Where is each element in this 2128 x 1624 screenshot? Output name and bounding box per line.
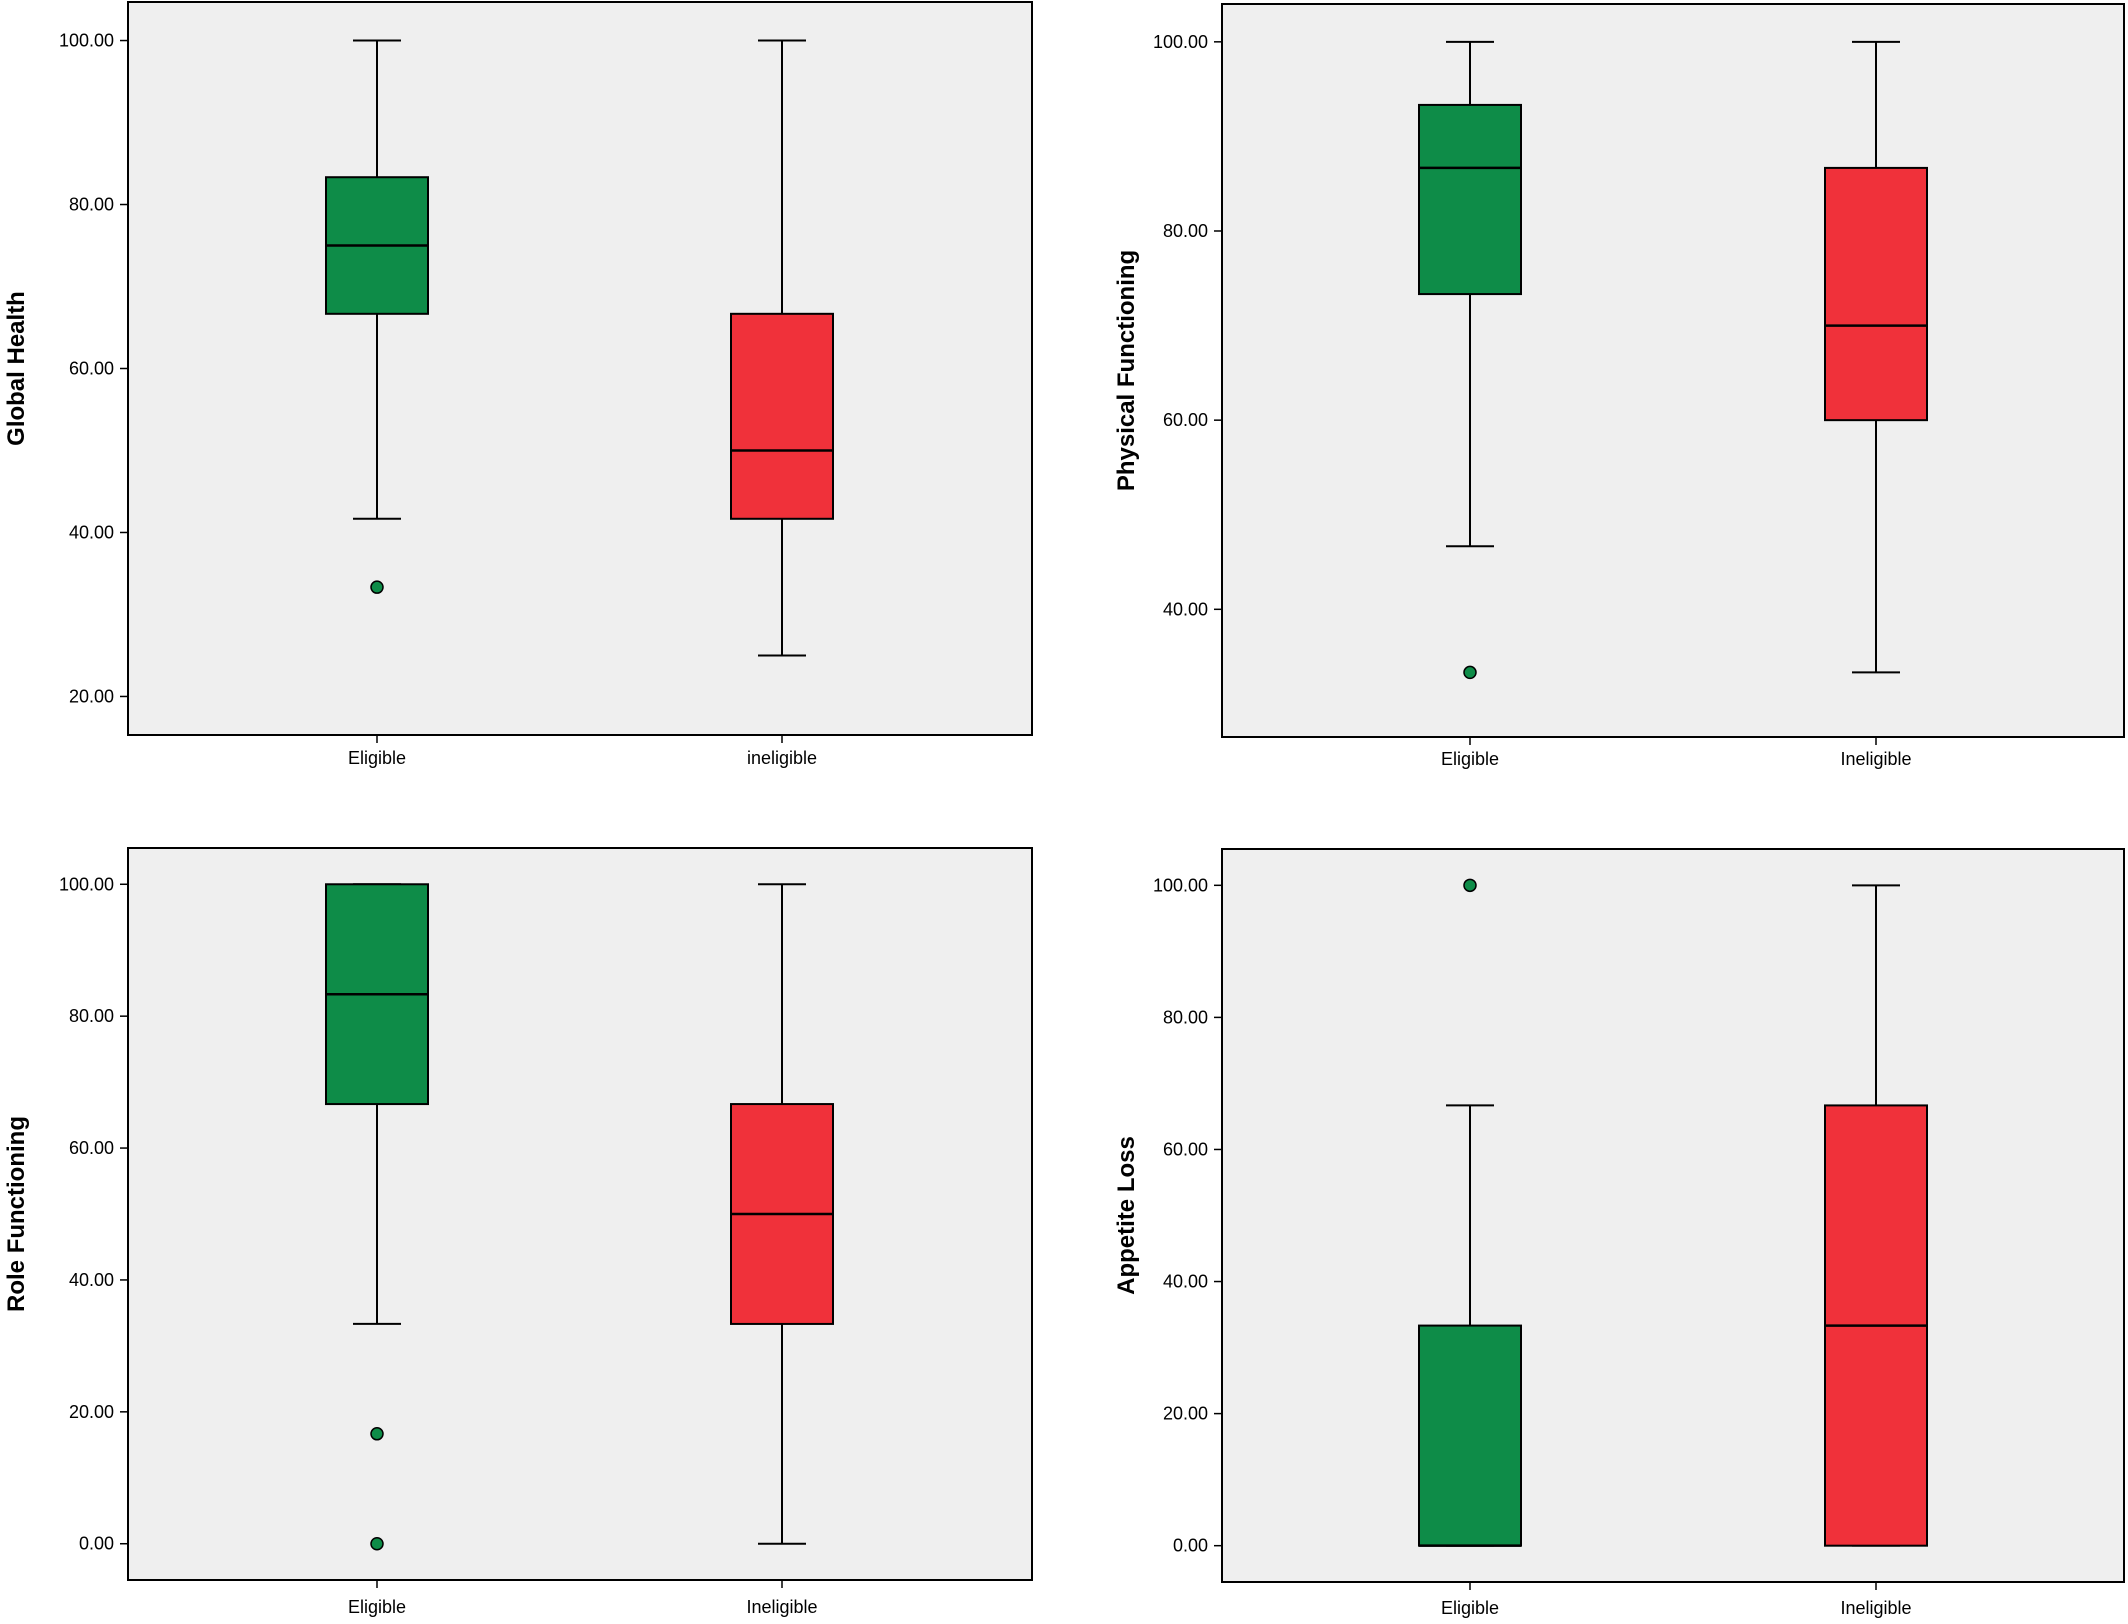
x-tick-label-ineligible: Ineligible [1840, 749, 1911, 769]
box-eligible: Eligible [325, 883, 429, 1617]
y-tick-label: 100.00 [1153, 875, 1208, 895]
y-tick-label: 100.00 [59, 31, 114, 51]
y-axis-label: Appetite Loss [1113, 1136, 1140, 1295]
role-functioning-panel: 0.00 20.00 40.00 60.00 80.00 100.00 Role Funct… [3, 847, 1033, 1617]
iqr-box [730, 312, 834, 520]
y-tick-label: 40.00 [1163, 599, 1208, 619]
outlier-point [370, 1536, 384, 1551]
x-tick-label-eligible: Eligible [348, 748, 406, 768]
y-tick-label: 60.00 [69, 359, 114, 379]
y-tick-label: 60.00 [1163, 1139, 1208, 1159]
y-tick-label: 0.00 [79, 1534, 114, 1554]
y-tick-label: 100.00 [1153, 32, 1208, 52]
x-tick-label-ineligible: Ineligible [746, 1597, 817, 1617]
y-tick-label: 80.00 [69, 1006, 114, 1026]
global-health-panel: 20.00 40.00 60.00 80.00 100.00 Global Health E… [3, 1, 1033, 768]
y-tick-label: 40.00 [69, 1270, 114, 1290]
y-tick-label: 60.00 [69, 1138, 114, 1158]
y-tick-label: 20.00 [1163, 1404, 1208, 1424]
plot-area [1221, 3, 2125, 738]
y-tick-label: 80.00 [1163, 221, 1208, 241]
y-tick-label: 80.00 [69, 195, 114, 215]
x-tick-label-ineligible: ineligible [747, 748, 817, 768]
y-tick-label: 20.00 [69, 686, 114, 706]
iqr-box [1418, 1324, 1522, 1547]
x-tick-label-ineligible: Ineligible [1840, 1598, 1911, 1618]
y-tick-label: 80.00 [1163, 1007, 1208, 1027]
y-tick-label: 0.00 [1173, 1536, 1208, 1556]
plot-area [127, 1, 1033, 736]
y-axis-label: Physical Functioning [1113, 250, 1140, 491]
box-ineligible: Ineligible [730, 883, 834, 1617]
box-eligible: Eligible [325, 39, 429, 768]
box-eligible: Eligible [1418, 878, 1522, 1618]
outlier-point [370, 1427, 384, 1441]
box-ineligible: ineligible [730, 39, 834, 768]
y-tick-label: 40.00 [1163, 1272, 1208, 1292]
box-eligible: Eligible [1418, 40, 1522, 769]
outlier-point [370, 580, 384, 594]
box-ineligible: Ineligible [1824, 884, 1928, 1618]
y-tick-label: 60.00 [1163, 410, 1208, 430]
plot-area [1221, 848, 2125, 1583]
physical-functioning-panel: 40.00 60.00 80.00 100.00 Physical Functionin… [1113, 3, 2125, 769]
y-axis-label: Role Functioning [3, 1116, 30, 1312]
outlier-point [1463, 665, 1477, 680]
x-tick-label-eligible: Eligible [1441, 749, 1499, 769]
y-tick-label: 20.00 [69, 1402, 114, 1422]
appetite-loss-panel: 0.00 20.00 40.00 60.00 80.00 100.00 Appetite L… [1113, 848, 2125, 1618]
y-tick-label: 100.00 [59, 874, 114, 894]
x-tick-label-eligible: Eligible [1441, 1598, 1499, 1618]
x-tick-label-eligible: Eligible [348, 1597, 406, 1617]
y-axis-label: Global Health [3, 291, 30, 446]
box-ineligible: Ineligible [1824, 40, 1928, 769]
iqr-box [1824, 166, 1928, 422]
iqr-box [1418, 103, 1522, 296]
plot-area [127, 847, 1033, 1581]
outlier-point [1463, 878, 1477, 893]
y-tick-label: 40.00 [69, 522, 114, 542]
